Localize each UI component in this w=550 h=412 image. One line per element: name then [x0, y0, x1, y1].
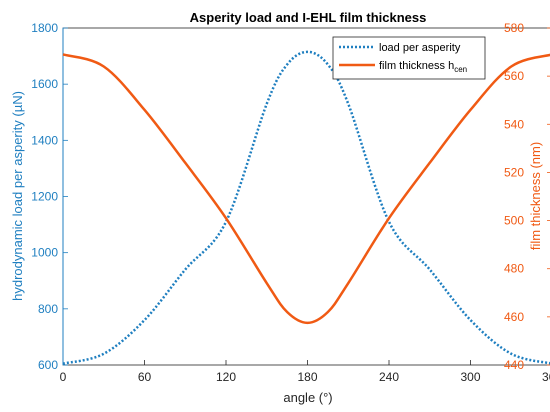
y-right-tick-label-2: 480	[504, 262, 524, 276]
y-right-tick-label-3: 500	[504, 214, 524, 228]
x-tick-label-4: 240	[379, 370, 399, 384]
y-right-axis-title: film thickness (nm)	[528, 142, 543, 250]
y-left-tick-label-6: 1800	[31, 21, 58, 35]
y-left-tick-label-1: 800	[38, 302, 58, 316]
x-axis-ticks: 0 60 120 180 240 300 360	[60, 360, 550, 384]
y-left-axis-title: hydrodynamic load per asperity (µN)	[10, 91, 25, 301]
film-thickness-line	[62, 53, 550, 325]
legend: load per asperity film thickness hcen	[332, 36, 486, 80]
y-left-axis-ticks: 600 800 1000 1200 1400 1600 1800	[31, 21, 68, 372]
x-tick-label-3: 180	[297, 370, 317, 384]
legend-label-load: load per asperity	[379, 42, 461, 54]
y-right-tick-label-5: 540	[504, 117, 524, 131]
y-left-tick-label-5: 1600	[31, 77, 58, 91]
y-right-tick-label-1: 460	[504, 310, 524, 324]
x-axis-title: angle (°)	[283, 390, 332, 405]
legend-label-film-main: film thickness h	[379, 60, 454, 72]
x-tick-label-1: 60	[138, 370, 152, 384]
y-right-axis-ticks: 440 460 480 500 520 540 560 580	[504, 21, 550, 372]
x-tick-label-2: 120	[216, 370, 236, 384]
y-left-tick-label-4: 1400	[31, 133, 58, 147]
x-tick-label-6: 360	[542, 370, 550, 384]
chart-title: Asperity load and I-EHL film thickness	[190, 10, 427, 25]
y-left-tick-label-3: 1200	[31, 190, 58, 204]
y-left-tick-label-2: 1000	[31, 246, 58, 260]
x-tick-label-5: 300	[460, 370, 480, 384]
legend-box	[332, 36, 486, 80]
load-per-asperity-line	[62, 50, 550, 365]
y-right-tick-label-7: 580	[504, 21, 524, 35]
y-right-tick-label-0: 440	[504, 358, 524, 372]
y-right-tick-label-6: 560	[504, 69, 524, 83]
legend-label-film: film thickness hcen	[379, 60, 467, 74]
legend-label-film-sub: cen	[454, 65, 467, 74]
y-left-tick-label-0: 600	[38, 358, 58, 372]
series-layer	[62, 50, 550, 365]
x-tick-label-0: 0	[60, 370, 67, 384]
y-right-tick-label-4: 520	[504, 165, 524, 179]
